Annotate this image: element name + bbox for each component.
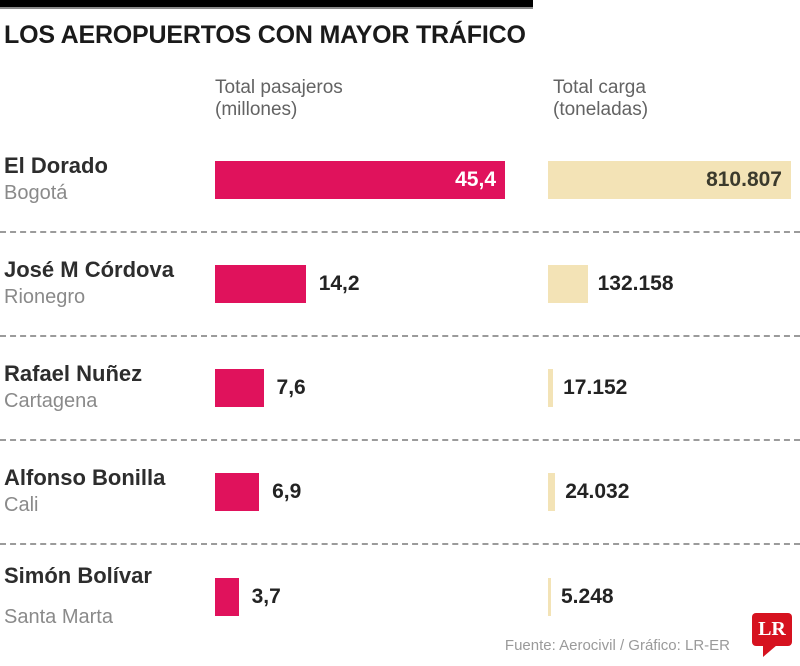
passengers-column-header: Total pasajeros (millones) <box>215 77 548 121</box>
airport-city: Cartagena <box>4 390 98 413</box>
top-accent-bar <box>0 0 533 9</box>
cargo-column-label: Total carga <box>553 77 646 98</box>
airport-name-block: José M Córdova Rionegro <box>0 257 215 309</box>
airport-rows: El Dorado Bogotá 45,4 810.807 José M Cór… <box>0 129 800 649</box>
airport-name: El Dorado <box>4 153 108 179</box>
cargo-cell: 24.032 <box>548 472 800 511</box>
passengers-cell: 3,7 <box>215 577 548 616</box>
passengers-value: 14,2 <box>318 271 360 295</box>
airport-name: Simón Bolívar <box>4 563 152 589</box>
airport-name: Alfonso Bonilla <box>4 465 166 491</box>
passengers-cell: 14,2 <box>215 264 548 303</box>
passengers-cell: 7,6 <box>215 368 548 407</box>
passengers-cell: 45,4 <box>215 160 548 199</box>
cargo-bar: 810.807 <box>548 160 791 199</box>
passengers-cell: 6,9 <box>215 472 548 511</box>
cargo-column-sublabel: (toneladas) <box>553 98 649 120</box>
table-row: Rafael Nuñez Cartagena 7,6 17.152 <box>0 337 800 441</box>
airport-name-block: Rafael Nuñez Cartagena <box>0 361 215 413</box>
cargo-cell: 5.248 <box>548 577 800 616</box>
airport-city: Bogotá <box>4 182 68 205</box>
airport-name-block: Alfonso Bonilla Cali <box>0 465 215 517</box>
passengers-column-sublabel: (millones) <box>215 98 298 120</box>
passengers-value: 45,4 <box>455 167 496 191</box>
footer: Fuente: Aerocivil / Gráfico: LR-ER LR <box>505 613 792 658</box>
source-credit: Fuente: Aerocivil / Gráfico: LR-ER <box>504 637 730 654</box>
passengers-bar <box>215 264 306 303</box>
cargo-value: 17.152 <box>563 375 628 399</box>
cargo-bar <box>548 577 551 616</box>
table-row: Simón Bolívar Santa Marta 3,7 5.248 <box>0 545 800 649</box>
table-row: Alfonso Bonilla Cali 6,9 24.032 <box>0 441 800 545</box>
passengers-bar <box>215 368 264 407</box>
cargo-value: 810.807 <box>706 167 782 191</box>
cargo-column-header: Total carga (toneladas) <box>548 77 800 121</box>
airport-name: José M Córdova <box>4 257 174 283</box>
airport-name: Rafael Nuñez <box>4 361 143 387</box>
cargo-bar <box>548 472 556 511</box>
passengers-bar <box>215 577 239 616</box>
cargo-bar <box>548 264 588 303</box>
airport-name-block: Simón Bolívar Santa Marta <box>0 563 215 629</box>
page-title: LOS AEROPUERTOS CON MAYOR TRÁFICO <box>4 21 526 49</box>
passengers-bar <box>215 472 260 511</box>
cargo-value: 24.032 <box>565 479 630 503</box>
airport-name-block: El Dorado Bogotá <box>0 153 215 205</box>
cargo-bar <box>548 368 554 407</box>
cargo-cell: 810.807 <box>548 160 800 199</box>
passengers-value: 7,6 <box>276 375 306 399</box>
passengers-value: 3,7 <box>251 584 281 608</box>
column-headers: Total pasajeros (millones) Total carga (… <box>0 77 800 121</box>
airport-city: Santa Marta <box>4 606 113 629</box>
cargo-value: 5.248 <box>561 584 614 608</box>
cargo-cell: 17.152 <box>548 368 800 407</box>
airport-city: Cali <box>4 494 39 517</box>
passengers-bar: 45,4 <box>215 160 505 199</box>
table-row: El Dorado Bogotá 45,4 810.807 <box>0 129 800 233</box>
passengers-column-label: Total pasajeros <box>215 77 343 98</box>
table-row: José M Córdova Rionegro 14,2 132.158 <box>0 233 800 337</box>
cargo-cell: 132.158 <box>548 264 800 303</box>
passengers-value: 6,9 <box>272 479 302 503</box>
lr-logo: LR <box>752 613 792 657</box>
airport-city: Rionegro <box>4 286 86 309</box>
cargo-value: 132.158 <box>597 271 674 295</box>
